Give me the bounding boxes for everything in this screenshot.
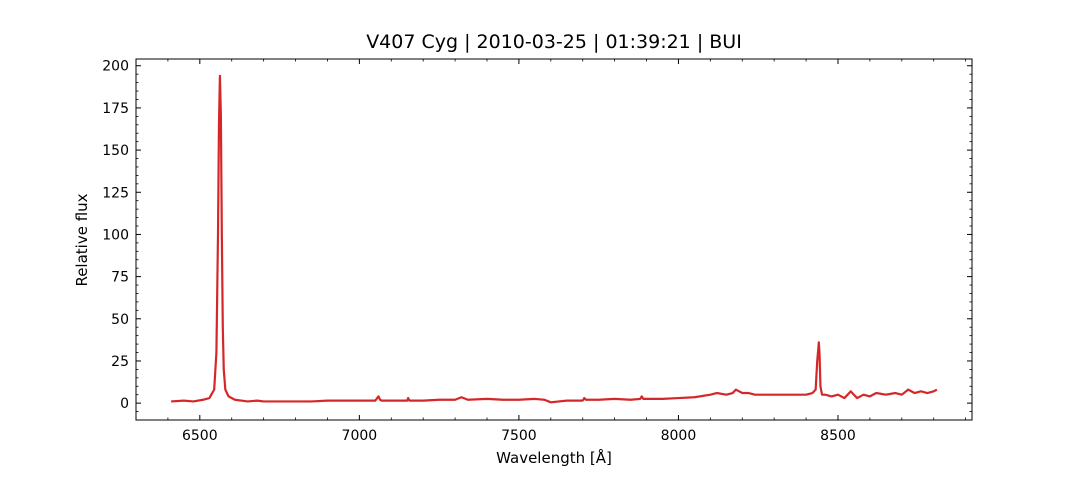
- x-tick-label: 6500: [182, 428, 218, 444]
- y-tick-label: 200: [102, 59, 129, 75]
- axis-ticks: 6500 7000 7500 8000 8500 0 25 50 75 100 125 150 175 2…: [102, 59, 972, 444]
- y-tick-label: 125: [102, 185, 129, 201]
- y-tick-label: 25: [111, 354, 129, 370]
- y-axis-label: Relative flux: [73, 193, 91, 286]
- y-tick-label: 75: [111, 270, 129, 286]
- x-tick-label: 7500: [501, 428, 537, 444]
- plot-marks: [171, 74, 938, 404]
- x-tick-label: 8500: [820, 428, 856, 444]
- y-tick-label: 0: [120, 396, 129, 412]
- x-tick-label: 7000: [342, 428, 378, 444]
- y-tick-label: 175: [102, 101, 129, 117]
- y-tick-label: 100: [102, 227, 129, 243]
- x-tick-label: 8000: [661, 428, 697, 444]
- plot-frame: [135, 58, 973, 421]
- y-tick-label: 50: [111, 312, 129, 328]
- spectrum-line-0: [171, 74, 938, 404]
- chart-title: V407 Cyg | 2010-03-25 | 01:39:21 | BUI: [366, 31, 742, 53]
- y-tick-label: 150: [102, 143, 129, 159]
- x-axis-label: Wavelength [Å]: [496, 448, 612, 467]
